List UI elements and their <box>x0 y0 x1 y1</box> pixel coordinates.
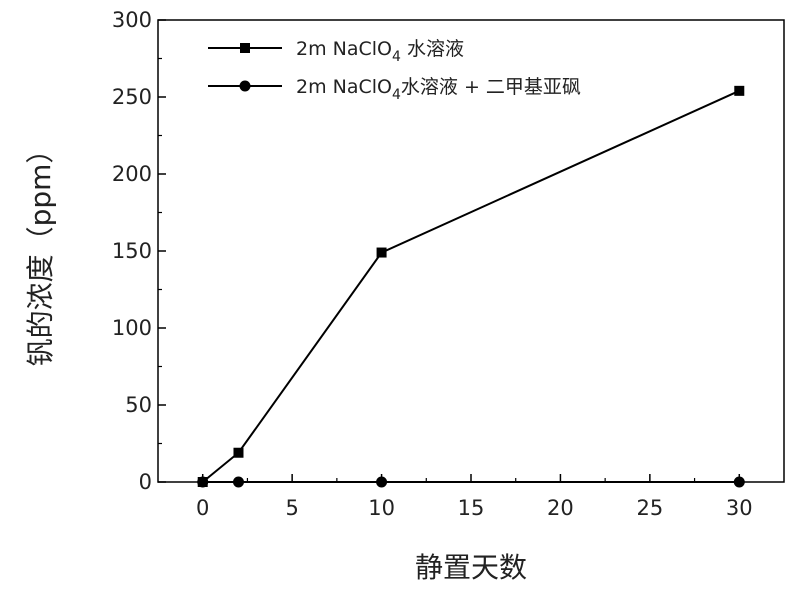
data-point <box>233 447 244 458</box>
x-axis-ticks: 0 5 10 15 20 25 30 <box>196 474 753 520</box>
y-tick-label: 0 <box>139 470 152 494</box>
x-tick-label: 5 <box>285 496 298 520</box>
x-axis-title: 静置天数 <box>415 551 527 584</box>
data-point <box>232 476 244 488</box>
y-tick-label: 300 <box>112 8 152 32</box>
data-point <box>376 476 388 488</box>
x-tick-label: 20 <box>547 496 574 520</box>
legend-label: 2m NaClO4水溶液 + 二甲基亚砜 <box>296 76 581 103</box>
y-axis-ticks: 0 50 100 150 200 250 300 <box>112 8 166 494</box>
x-tick-label: 25 <box>636 496 663 520</box>
data-point <box>197 476 209 488</box>
series-layer <box>197 85 745 488</box>
data-point <box>733 476 745 488</box>
x-tick-label: 15 <box>458 496 485 520</box>
legend-item-1: 2m NaClO4 水溶液 <box>208 38 464 65</box>
legend-item-2: 2m NaClO4水溶液 + 二甲基亚砜 <box>208 76 581 103</box>
y-tick-label: 200 <box>112 162 152 186</box>
data-point <box>734 85 745 96</box>
x-tick-label: 0 <box>196 496 209 520</box>
y-tick-label: 50 <box>125 393 152 417</box>
y-tick-label: 250 <box>112 85 152 109</box>
y-tick-label: 100 <box>112 316 152 340</box>
legend-marker <box>240 43 250 53</box>
y-axis-title: 钒的浓度（ppm） <box>24 136 57 367</box>
x-tick-label: 30 <box>726 496 753 520</box>
legend: 2m NaClO4 水溶液 2m NaClO4水溶液 + 二甲基亚砜 <box>208 38 581 103</box>
data-point <box>376 247 387 258</box>
series-2 <box>197 476 745 488</box>
y-tick-label: 150 <box>112 239 152 263</box>
x-tick-label: 10 <box>368 496 395 520</box>
series-line <box>202 89 740 483</box>
legend-label: 2m NaClO4 水溶液 <box>296 38 464 65</box>
legend-marker <box>239 80 251 92</box>
series-1 <box>197 85 745 487</box>
